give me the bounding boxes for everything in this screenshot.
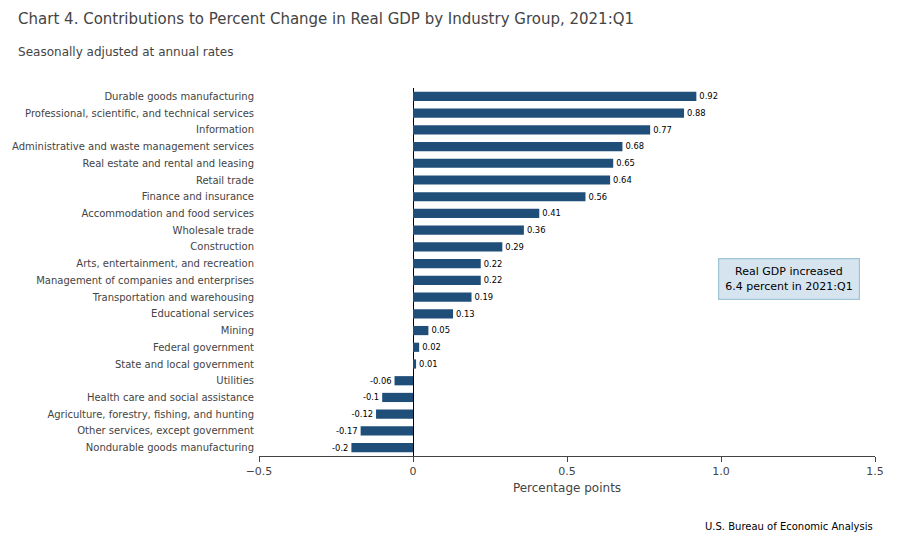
svg-text:0.29: 0.29 <box>505 242 524 252</box>
svg-text:0.5: 0.5 <box>558 465 576 478</box>
svg-text:U.S. Bureau of Economic Analys: U.S. Bureau of Economic Analysis <box>705 521 873 532</box>
svg-text:Arts, entertainment, and recre: Arts, entertainment, and recreation <box>76 258 254 269</box>
svg-text:-0.2: -0.2 <box>332 443 348 453</box>
svg-text:Administrative and waste manag: Administrative and waste management serv… <box>12 141 254 152</box>
svg-text:Wholesale trade: Wholesale trade <box>173 225 254 236</box>
svg-text:0.22: 0.22 <box>484 275 503 285</box>
svg-text:0.19: 0.19 <box>475 292 494 302</box>
svg-text:Management of companies and en: Management of companies and enterprises <box>36 275 254 286</box>
svg-text:Educational services: Educational services <box>151 308 254 319</box>
svg-text:Real estate and rental and lea: Real estate and rental and leasing <box>82 158 254 169</box>
svg-text:Other services, except governm: Other services, except government <box>77 425 254 436</box>
svg-text:Chart 4. Contributions to Perc: Chart 4. Contributions to Percent Change… <box>18 10 634 28</box>
svg-text:0.88: 0.88 <box>687 108 706 118</box>
svg-text:Retail trade: Retail trade <box>196 175 254 186</box>
svg-text:1.5: 1.5 <box>866 465 884 478</box>
svg-text:Finance and insurance: Finance and insurance <box>142 191 254 202</box>
svg-text:0.41: 0.41 <box>542 208 561 218</box>
svg-text:Construction: Construction <box>190 241 254 252</box>
svg-text:0.22: 0.22 <box>484 259 503 269</box>
svg-text:0.36: 0.36 <box>527 225 546 235</box>
svg-text:Information: Information <box>196 124 254 135</box>
svg-text:0.77: 0.77 <box>653 125 672 135</box>
svg-text:0.05: 0.05 <box>431 325 450 335</box>
svg-text:State and local government: State and local government <box>115 359 254 370</box>
svg-text:0.92: 0.92 <box>699 91 718 101</box>
svg-text:Health care and social assista: Health care and social assistance <box>87 392 254 403</box>
svg-text:0.13: 0.13 <box>456 309 475 319</box>
svg-text:0.64: 0.64 <box>613 175 632 185</box>
svg-text:Utilities: Utilities <box>216 375 254 386</box>
svg-text:0: 0 <box>410 465 417 478</box>
svg-text:0.56: 0.56 <box>588 192 607 202</box>
svg-text:0.02: 0.02 <box>422 342 441 352</box>
svg-text:-0.06: -0.06 <box>370 376 392 386</box>
svg-text:Mining: Mining <box>221 325 254 336</box>
svg-text:Agriculture, forestry, fishing: Agriculture, forestry, fishing, and hunt… <box>47 409 254 420</box>
svg-text:Professional, scientific, and: Professional, scientific, and technical … <box>25 108 254 119</box>
svg-text:Transportation and warehousing: Transportation and warehousing <box>92 292 254 303</box>
svg-text:1.0: 1.0 <box>712 465 730 478</box>
svg-text:Percentage points: Percentage points <box>513 481 621 495</box>
svg-text:-0.17: -0.17 <box>336 426 358 436</box>
svg-text:0.01: 0.01 <box>419 359 438 369</box>
svg-text:Durable goods manufacturing: Durable goods manufacturing <box>104 91 254 102</box>
svg-text:Real GDP increased6.4 percent: Real GDP increased6.4 percent in 2021:Q1 <box>725 265 853 292</box>
svg-text:Nondurable goods manufacturing: Nondurable goods manufacturing <box>86 442 254 453</box>
svg-text:Seasonally adjusted at annual: Seasonally adjusted at annual rates <box>18 45 233 59</box>
svg-text:0.68: 0.68 <box>625 141 644 151</box>
svg-text:0.65: 0.65 <box>616 158 635 168</box>
svg-text:-0.1: -0.1 <box>363 392 379 402</box>
svg-text:Federal government: Federal government <box>153 342 254 353</box>
svg-text:−0.5: −0.5 <box>246 465 273 478</box>
svg-text:Accommodation and food service: Accommodation and food services <box>82 208 255 219</box>
svg-text:-0.12: -0.12 <box>351 409 373 419</box>
